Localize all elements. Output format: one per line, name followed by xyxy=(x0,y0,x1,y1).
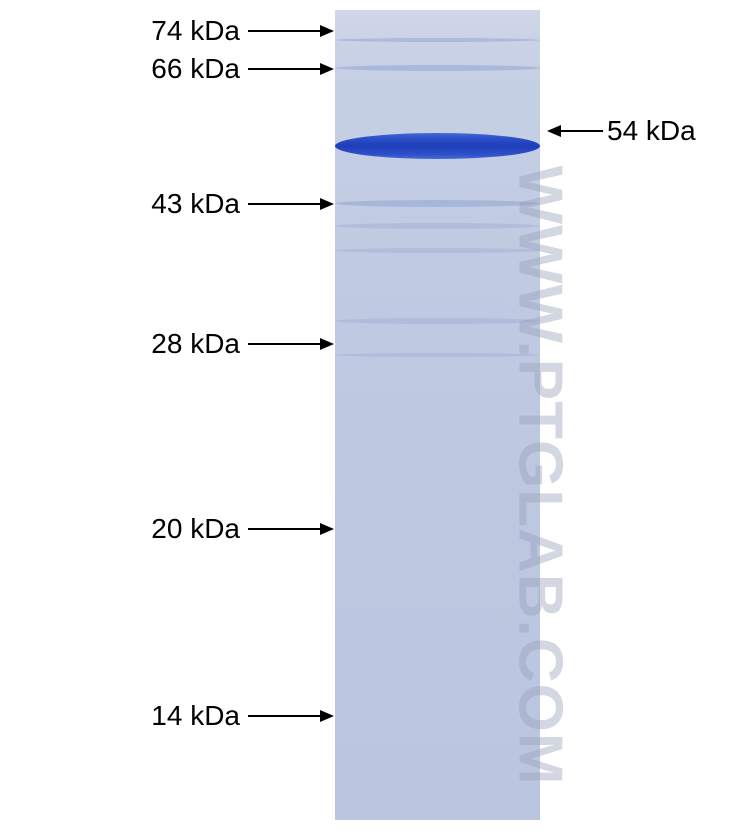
marker-label-43: 43 kDa xyxy=(151,188,240,220)
sample-band-54 xyxy=(335,133,540,159)
marker-band-74 xyxy=(335,38,540,42)
arrow-icon xyxy=(248,22,334,40)
gel-figure: WWW.PTGLAB.COM 74 kDa 66 kDa 43 kDa 28 k… xyxy=(0,0,740,832)
sample-label-54: 54 kDa xyxy=(607,115,696,147)
minor-band xyxy=(335,223,540,229)
arrow-icon xyxy=(248,335,334,353)
marker-label-14: 14 kDa xyxy=(151,700,240,732)
marker-label-28: 28 kDa xyxy=(151,328,240,360)
marker-band-66 xyxy=(335,65,540,71)
arrow-icon xyxy=(248,60,334,78)
arrow-icon xyxy=(547,122,603,140)
marker-label-66: 66 kDa xyxy=(151,53,240,85)
marker-label-20: 20 kDa xyxy=(151,513,240,545)
marker-band-28 xyxy=(335,353,540,357)
marker-label-74: 74 kDa xyxy=(151,15,240,47)
marker-band-43 xyxy=(335,200,540,207)
arrow-icon xyxy=(248,195,334,213)
minor-band xyxy=(335,318,540,324)
arrow-icon xyxy=(248,707,334,725)
minor-band xyxy=(335,248,540,253)
gel-lane xyxy=(335,10,540,820)
arrow-icon xyxy=(248,520,334,538)
